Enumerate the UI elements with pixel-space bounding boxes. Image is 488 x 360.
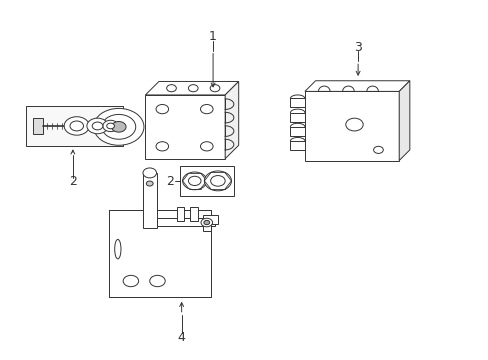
Bar xyxy=(145,95,224,159)
Bar xyxy=(290,99,305,107)
Circle shape xyxy=(188,176,201,185)
Circle shape xyxy=(200,142,213,151)
Bar xyxy=(26,105,122,146)
Circle shape xyxy=(182,172,206,190)
Circle shape xyxy=(203,220,209,225)
Circle shape xyxy=(210,85,220,92)
Circle shape xyxy=(204,171,231,191)
Circle shape xyxy=(92,122,102,130)
Circle shape xyxy=(123,275,138,287)
Bar xyxy=(142,173,156,228)
Circle shape xyxy=(142,168,156,178)
Circle shape xyxy=(111,122,126,132)
Circle shape xyxy=(200,104,213,114)
Circle shape xyxy=(87,118,108,134)
Bar xyxy=(33,118,43,134)
Circle shape xyxy=(146,181,153,186)
Circle shape xyxy=(102,114,136,139)
Circle shape xyxy=(64,117,89,135)
Polygon shape xyxy=(398,81,409,161)
Bar xyxy=(109,210,210,297)
Bar xyxy=(156,218,214,226)
Circle shape xyxy=(156,142,168,151)
Ellipse shape xyxy=(115,239,121,259)
Polygon shape xyxy=(109,210,210,297)
Circle shape xyxy=(156,104,168,114)
Bar xyxy=(180,166,234,196)
Polygon shape xyxy=(305,81,409,91)
Circle shape xyxy=(102,120,118,132)
Polygon shape xyxy=(224,81,238,159)
Circle shape xyxy=(188,85,198,92)
Circle shape xyxy=(210,176,224,186)
Bar xyxy=(305,91,398,161)
Text: 2: 2 xyxy=(165,175,173,188)
Text: 2: 2 xyxy=(69,175,77,188)
Circle shape xyxy=(70,121,83,131)
Text: 1: 1 xyxy=(209,30,217,43)
Circle shape xyxy=(373,146,383,153)
Polygon shape xyxy=(145,81,238,95)
Bar xyxy=(190,207,197,221)
Circle shape xyxy=(94,108,143,145)
Circle shape xyxy=(345,118,363,131)
Polygon shape xyxy=(203,215,218,231)
Circle shape xyxy=(166,85,176,92)
Circle shape xyxy=(201,218,212,227)
Bar xyxy=(290,127,305,136)
Circle shape xyxy=(106,123,114,129)
Circle shape xyxy=(149,275,165,287)
Text: 4: 4 xyxy=(177,331,185,344)
Bar xyxy=(177,207,183,221)
Text: 3: 3 xyxy=(353,41,361,54)
Bar xyxy=(290,113,305,122)
Bar xyxy=(290,141,305,150)
